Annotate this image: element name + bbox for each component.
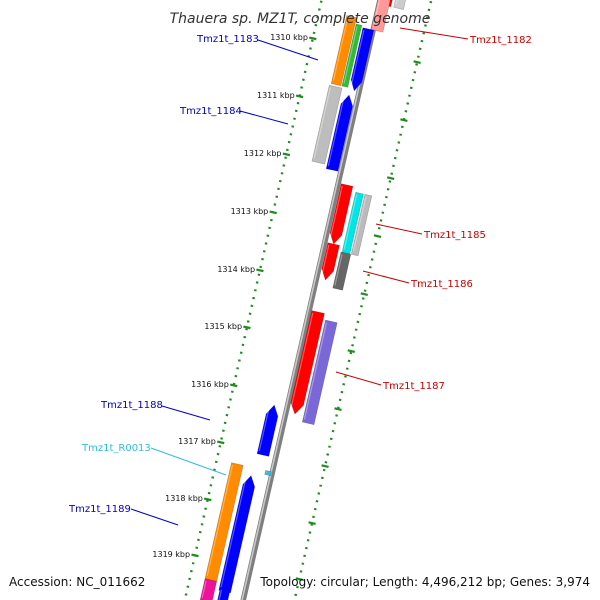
gene-arrow — [290, 310, 325, 415]
tick-mark — [334, 407, 342, 411]
gene-label-tmz1t_1187: Tmz1t_1187 — [382, 381, 445, 392]
label-leaders — [130, 27, 469, 526]
gene-features — [199, 0, 406, 600]
leader-line — [399, 27, 469, 40]
gene-highlight — [206, 464, 234, 577]
gene-highlight — [313, 87, 331, 159]
tick-mark — [308, 521, 316, 525]
tick-mark — [295, 577, 304, 581]
gene-highlight — [201, 580, 207, 599]
tick-label: 1318 kbp — [165, 494, 203, 503]
dotted-guides — [184, 0, 433, 600]
tick-mark — [243, 325, 251, 330]
gene-label-tmz1t_1183: Tmz1t_1183 — [196, 34, 259, 45]
gene-arrow — [341, 23, 363, 88]
gene-arrow — [301, 319, 338, 426]
tick-mark — [373, 234, 382, 238]
tick-label: 1316 kbp — [191, 380, 229, 389]
inner-dotted-line — [184, 0, 323, 598]
gene-label-tmz1t_1184: Tmz1t_1184 — [179, 106, 242, 117]
map-title: Thauera sp. MZ1T, complete genome — [170, 11, 431, 27]
tick-label: 1315 kbp — [204, 322, 242, 331]
tick-mark — [229, 383, 238, 388]
backbone-line — [240, 0, 383, 600]
backbone — [240, 0, 383, 600]
backbone-highlight — [241, 0, 380, 600]
gene-label-tmz1t_r0013: Tmz1t_R0013 — [81, 443, 151, 454]
gene-highlight — [372, 0, 381, 28]
gene-label-tmz1t_1182: Tmz1t_1182 — [469, 35, 532, 46]
gene-labels: Tmz1t_1182 Tmz1t_1183 Tmz1t_1184 Tmz1t_1185… — [68, 34, 532, 515]
gene-highlight — [332, 17, 349, 82]
leader-line — [150, 447, 227, 476]
tick-label: 1314 kbp — [217, 265, 255, 274]
gene-arrow — [218, 475, 256, 594]
gene-arrow — [329, 183, 354, 245]
gene-highlight — [258, 405, 271, 452]
gene-arrow — [350, 27, 375, 92]
tick-mark — [216, 440, 225, 445]
gene-highlight — [220, 476, 247, 588]
tick-label: 1310 kbp — [270, 33, 308, 42]
gene-highlight — [395, 0, 398, 5]
gene-highlight — [352, 196, 367, 252]
tick-marks: 1310 kbp 1311 kbp 1312 kbp 1313 kbp 1314 kbp… — [152, 33, 421, 581]
gene-highlight — [321, 244, 330, 277]
tick-mark — [309, 36, 317, 41]
gene-highlight — [343, 26, 358, 84]
gene-highlight — [290, 312, 314, 411]
gene-label-tmz1t_1185: Tmz1t_1185 — [423, 230, 486, 241]
leader-line — [362, 270, 410, 284]
accession-text: Accession: NC_011662 — [9, 575, 145, 589]
gene-label-tmz1t_1189: Tmz1t_1189 — [68, 504, 131, 515]
gene-arrow — [321, 242, 340, 281]
outer-dotted-line — [293, 0, 433, 600]
gene-arrow — [350, 193, 373, 257]
tick-mark — [347, 349, 356, 353]
gene-highlight — [343, 194, 358, 250]
tick-label: 1317 kbp — [178, 437, 216, 446]
gene-label-tmz1t_1186: Tmz1t_1186 — [410, 279, 473, 290]
gene-arrow — [332, 251, 352, 291]
tick-label: 1311 kbp — [257, 91, 295, 100]
topology-text: Topology: circular; Length: 4,496,212 bp… — [259, 575, 590, 589]
tick-label: 1319 kbp — [152, 550, 190, 559]
gene-highlight — [350, 29, 365, 88]
leader-line — [375, 223, 423, 235]
gene-highlight — [327, 95, 345, 167]
tick-label: 1312 kbp — [244, 149, 282, 158]
gene-arrow — [256, 404, 279, 457]
leader-line — [130, 508, 179, 526]
leader-line — [161, 405, 211, 421]
tick-mark — [269, 210, 277, 215]
tick-mark — [386, 176, 395, 180]
tick-mark — [191, 553, 199, 558]
gene-arrow — [325, 94, 354, 172]
gene-highlight — [334, 254, 343, 286]
gene-highlight — [329, 185, 343, 241]
tick-mark — [295, 94, 304, 99]
leader-line — [239, 110, 289, 125]
tick-mark — [400, 118, 408, 122]
tick-mark — [321, 464, 329, 468]
tick-mark — [413, 60, 421, 64]
gene-arrow — [217, 587, 231, 600]
tick-mark — [360, 292, 368, 296]
gene-label-tmz1t_1188: Tmz1t_1188 — [100, 400, 163, 411]
leader-line — [257, 39, 319, 61]
gene-arrow — [199, 578, 218, 600]
gene-arrow — [393, 0, 406, 10]
tick-label: 1313 kbp — [231, 207, 269, 216]
gene-arrow — [370, 0, 391, 33]
gene-arrow — [264, 470, 272, 477]
gene-arrow — [311, 84, 343, 165]
tick-mark — [203, 497, 212, 502]
tick-mark — [282, 152, 291, 157]
gene-highlight — [303, 322, 328, 420]
gene-arrow — [330, 15, 357, 87]
tick-mark — [256, 268, 264, 273]
leader-line — [335, 371, 382, 386]
